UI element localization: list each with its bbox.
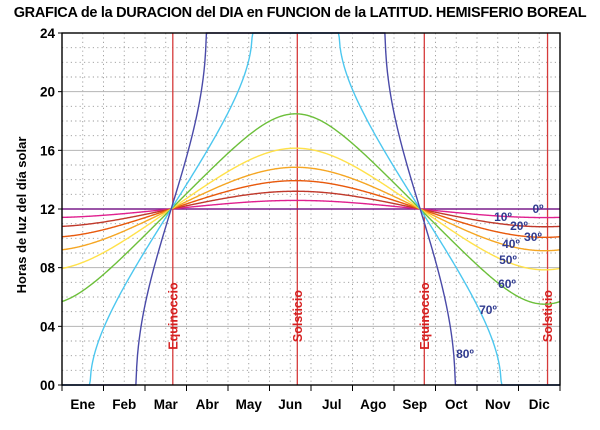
series-line-40 bbox=[61, 166, 561, 252]
x-tick-label: Abr bbox=[196, 397, 220, 412]
series-label: 30º bbox=[524, 230, 542, 244]
y-tick-label: 04 bbox=[40, 319, 56, 334]
y-tick-label: 20 bbox=[40, 85, 55, 100]
series-line-60 bbox=[61, 113, 561, 305]
x-tick-label: Nov bbox=[485, 397, 511, 412]
series-label: 40º bbox=[502, 237, 520, 251]
x-tick-label: Dic bbox=[529, 397, 551, 412]
series-line-10 bbox=[61, 199, 561, 219]
y-tick-label: 12 bbox=[40, 202, 55, 217]
marker-label: Equinoccio bbox=[418, 282, 432, 350]
y-tick-label: 24 bbox=[40, 26, 56, 41]
y-axis-label: Horas de luz del día solar bbox=[14, 137, 29, 294]
series-label: 10º bbox=[494, 210, 512, 224]
series-label: 80º bbox=[456, 347, 474, 361]
x-tick-label: Sep bbox=[402, 397, 427, 412]
series-label: 70º bbox=[479, 303, 497, 317]
series-label: 50º bbox=[499, 253, 517, 267]
y-tick-label: 00 bbox=[40, 378, 55, 393]
series-label: 60º bbox=[498, 277, 516, 291]
y-tick-label: 08 bbox=[40, 261, 56, 276]
x-tick-label: Jul bbox=[322, 397, 342, 412]
chart-title: GRAFICA de la DURACION del DIA en FUNCIO… bbox=[13, 5, 587, 21]
x-tick-label: Mar bbox=[154, 397, 179, 412]
x-tick-label: Ene bbox=[70, 397, 95, 412]
x-tick-label: Oct bbox=[445, 397, 468, 412]
x-tick-label: May bbox=[236, 397, 263, 412]
axes: 00 04 08 12 16 20 24 Ene Feb Mar Abr May Jun Jul Ago Se… bbox=[40, 26, 561, 412]
series-line-20 bbox=[61, 190, 561, 228]
series-label: 20º bbox=[510, 219, 528, 233]
x-tick-label: Jun bbox=[278, 397, 302, 412]
marker-label: Solsticio bbox=[291, 290, 305, 342]
y-tick-label: 16 bbox=[40, 143, 56, 158]
marker-label: Solsticio bbox=[541, 290, 555, 342]
marker-label: Equinoccio bbox=[166, 282, 180, 350]
x-tick-label: Ago bbox=[360, 397, 386, 412]
series-line-50 bbox=[61, 147, 561, 271]
series-line-30 bbox=[61, 179, 561, 239]
x-tick-label: Feb bbox=[112, 397, 136, 412]
series-label: 0º bbox=[532, 202, 544, 216]
